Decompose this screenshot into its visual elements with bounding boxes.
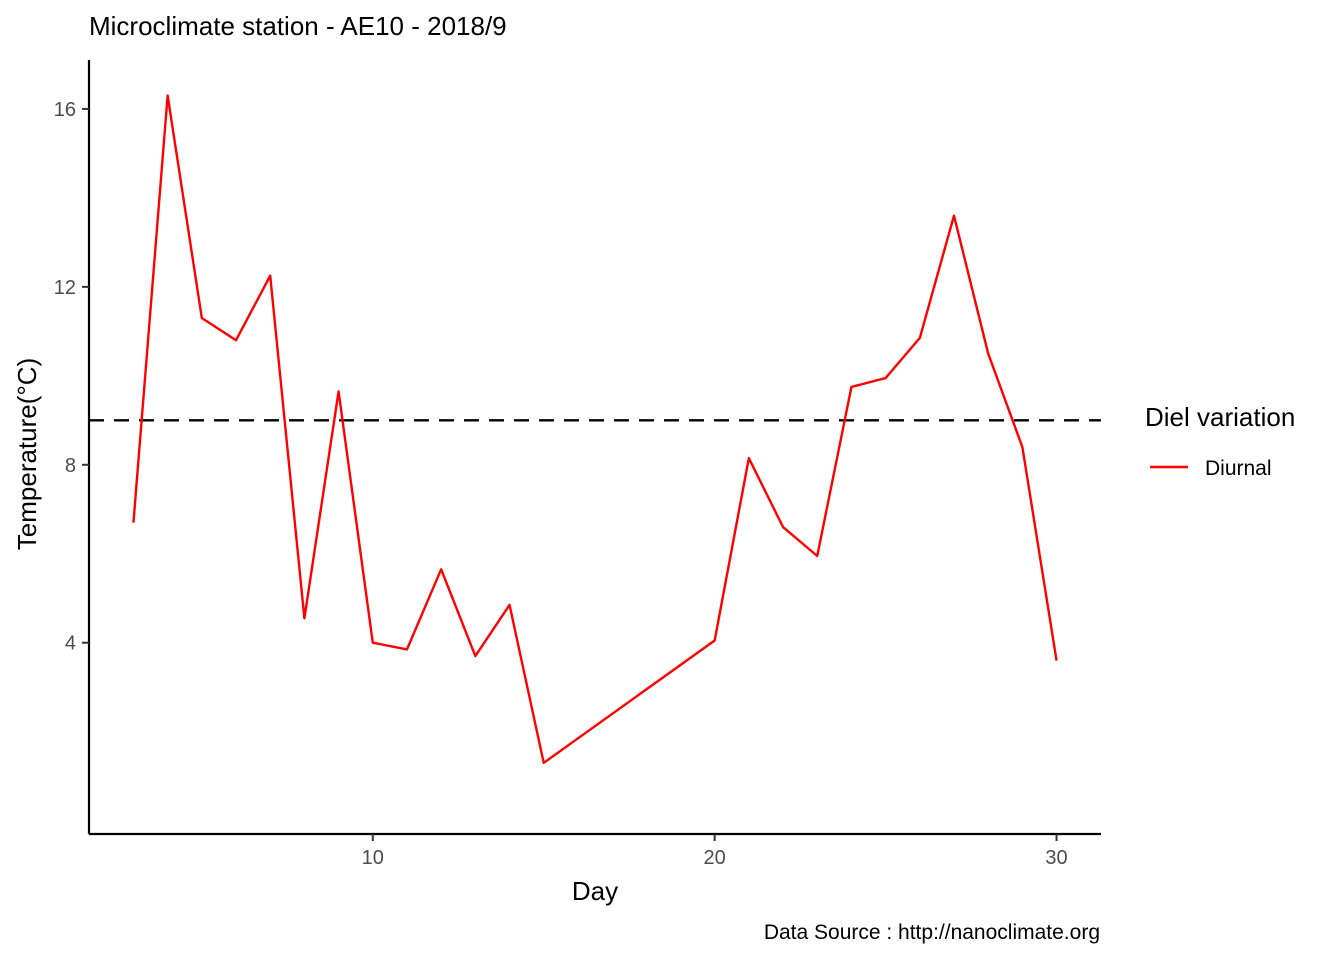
legend-title: Diel variation [1145,402,1295,432]
y-tick-label: 12 [54,277,76,299]
legend-label-diurnal: Diurnal [1205,457,1272,480]
x-axis-ticks: 10 20 30 [362,834,1068,869]
y-tick-label: 16 [54,99,76,121]
y-axis-ticks: 4 8 12 16 [54,99,89,655]
x-tick-label: 20 [704,847,726,869]
y-axis-title: Temperature(°C) [12,358,42,550]
y-tick-label: 4 [65,633,76,655]
data-source-caption: Data Source : http://nanoclimate.org [764,921,1100,944]
x-tick-label: 30 [1045,847,1067,869]
series-line-diurnal [132,94,1058,765]
plot-area [89,94,1101,765]
x-axis-title: Day [572,876,618,906]
y-tick-label: 8 [65,455,76,477]
chart-title: Microclimate station - AE10 - 2018/9 [89,11,507,41]
x-tick-label: 10 [362,847,384,869]
legend: Diel variation Diurnal [1145,402,1295,480]
